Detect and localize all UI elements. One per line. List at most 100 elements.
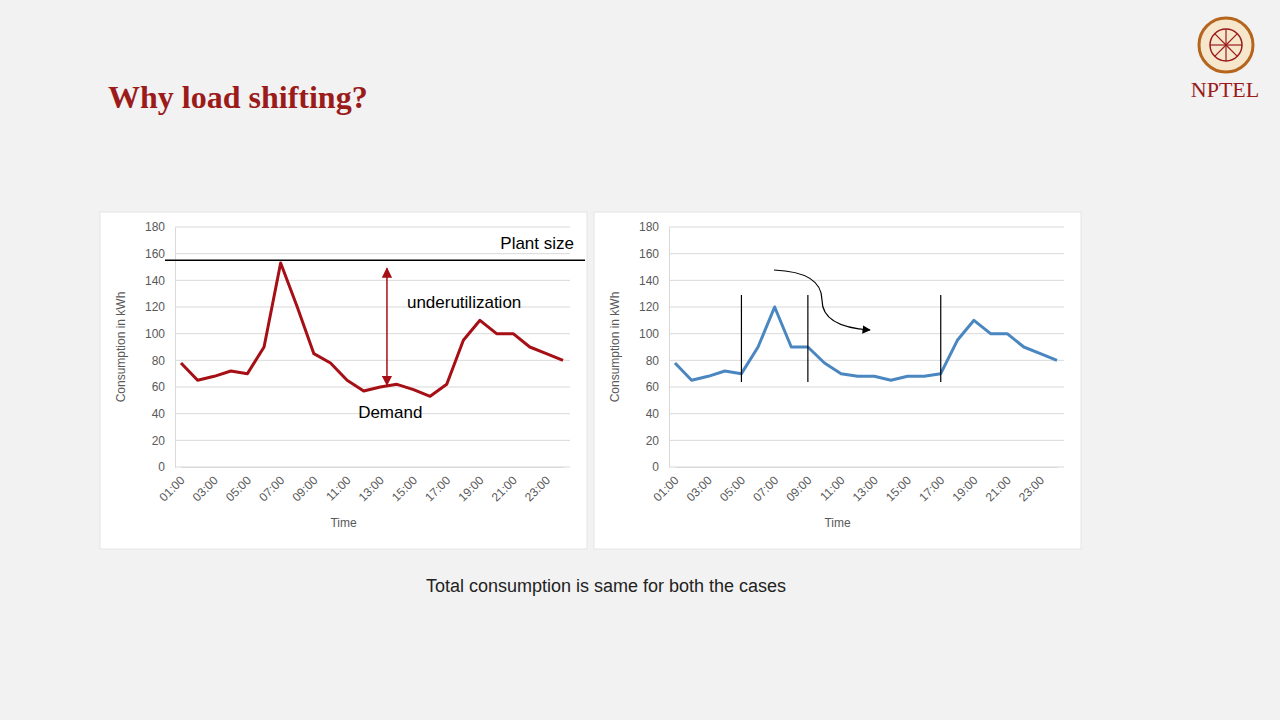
- x-tick-label: 19:00: [455, 473, 486, 504]
- y-tick-label: 20: [152, 434, 166, 448]
- x-tick-label: 13:00: [356, 473, 387, 504]
- x-tick-label: 15:00: [883, 473, 914, 504]
- x-tick: 15:00: [883, 467, 914, 504]
- y-tick: 180: [145, 220, 175, 234]
- window-line: [807, 295, 808, 382]
- y-tick: 20: [152, 434, 175, 448]
- y-tick-label: 160: [145, 247, 165, 261]
- y-axis-title: Consumption in kWh: [608, 292, 622, 403]
- y-tick-label: 160: [639, 247, 659, 261]
- y-tick: 80: [152, 354, 175, 368]
- caption: Total consumption is same for both the c…: [426, 576, 786, 596]
- x-tick: 19:00: [949, 467, 980, 504]
- x-tick: 07:00: [256, 467, 287, 504]
- x-axis: 01:0003:0005:0007:0009:0011:0013:0015:00…: [650, 467, 1057, 504]
- logo-spoke: [1226, 44, 1242, 45]
- chart-panel: 02040608010012014016018001:0003:0005:000…: [100, 212, 587, 549]
- x-tick-label: 07:00: [256, 473, 287, 504]
- window-line: [940, 295, 941, 382]
- annotation-text: Demand: [358, 403, 422, 422]
- y-tick: 180: [639, 220, 669, 234]
- y-tick-label: 180: [639, 220, 659, 234]
- panel-background: [594, 212, 1081, 549]
- logo-spoke: [1226, 45, 1237, 56]
- y-tick-label: 0: [158, 460, 165, 474]
- y-tick: 40: [152, 407, 175, 421]
- y-tick: 100: [639, 327, 669, 341]
- x-tick-label: 01:00: [650, 473, 681, 504]
- y-tick: 140: [145, 274, 175, 288]
- grid-line: [175, 280, 570, 281]
- y-axis-line: [175, 228, 176, 468]
- y-tick: 160: [639, 247, 669, 261]
- logo-spoke: [1226, 34, 1237, 45]
- x-tick-label: 05:00: [223, 473, 254, 504]
- logo-spoke: [1225, 29, 1226, 45]
- y-tick-label: 40: [152, 407, 166, 421]
- y-tick: 40: [646, 407, 669, 421]
- grid-line: [669, 440, 1064, 441]
- logo: [1199, 18, 1253, 72]
- x-tick: 13:00: [356, 467, 387, 504]
- logo-spoke: [1225, 45, 1226, 61]
- y-tick: 20: [646, 434, 669, 448]
- x-tick-label: 15:00: [389, 473, 420, 504]
- x-tick-label: 07:00: [750, 473, 781, 504]
- y-tick-label: 80: [152, 354, 166, 368]
- y-tick-label: 100: [639, 327, 659, 341]
- y-tick-label: 40: [646, 407, 660, 421]
- grid-line: [175, 360, 570, 361]
- y-axis: 020406080100120140160180: [145, 220, 176, 474]
- y-tick: 120: [639, 300, 669, 314]
- plot-data: [181, 263, 563, 396]
- y-tick: 0: [158, 460, 175, 474]
- x-tick-label: 17:00: [916, 473, 947, 504]
- y-tick-label: 120: [145, 300, 165, 314]
- y-tick: 100: [145, 327, 175, 341]
- grid-line: [669, 227, 1064, 228]
- x-tick-label: 21:00: [489, 473, 520, 504]
- grid-line: [669, 467, 1064, 468]
- y-axis-line: [669, 228, 670, 468]
- x-tick: 03:00: [684, 467, 715, 504]
- x-tick: 17:00: [916, 467, 947, 504]
- y-tick-label: 180: [145, 220, 165, 234]
- x-tick: 05:00: [717, 467, 748, 504]
- y-axis-title: Consumption in kWh: [114, 292, 128, 403]
- x-tick-label: 23:00: [1016, 473, 1047, 504]
- x-axis-line: [182, 467, 564, 468]
- logo-spoke: [1215, 45, 1226, 56]
- y-tick-label: 60: [646, 380, 660, 394]
- x-tick-label: 01:00: [156, 473, 187, 504]
- y-tick: 140: [639, 274, 669, 288]
- x-tick-label: 13:00: [850, 473, 881, 504]
- y-axis: 020406080100120140160180: [639, 220, 670, 474]
- x-tick: 01:00: [650, 467, 681, 504]
- x-tick: 11:00: [323, 467, 354, 504]
- x-tick-label: 21:00: [983, 473, 1014, 504]
- x-tick: 03:00: [190, 467, 221, 504]
- y-tick-label: 20: [646, 434, 660, 448]
- x-tick: 19:00: [455, 467, 486, 504]
- logo-spoke: [1215, 34, 1226, 45]
- x-tick: 17:00: [422, 467, 453, 504]
- x-tick-label: 11:00: [817, 473, 848, 504]
- annotation-text: underutilization: [407, 293, 521, 312]
- logo-text: NPTEL: [1191, 77, 1259, 102]
- y-tick-label: 0: [652, 460, 659, 474]
- x-tick: 21:00: [983, 467, 1014, 504]
- grid-line: [175, 467, 570, 468]
- x-tick: 23:00: [522, 467, 553, 504]
- x-tick-label: 17:00: [422, 473, 453, 504]
- x-tick: 11:00: [817, 467, 848, 504]
- x-tick: 05:00: [223, 467, 254, 504]
- shift-arrow: [774, 270, 870, 330]
- y-tick: 120: [145, 300, 175, 314]
- chart-panel: 02040608010012014016018001:0003:0005:000…: [594, 212, 1081, 549]
- x-tick-label: 19:00: [949, 473, 980, 504]
- grid-line: [669, 280, 1064, 281]
- x-tick-label: 11:00: [323, 473, 354, 504]
- grid-line: [669, 307, 1064, 308]
- x-tick: 13:00: [850, 467, 881, 504]
- plant-size-line: [165, 260, 585, 262]
